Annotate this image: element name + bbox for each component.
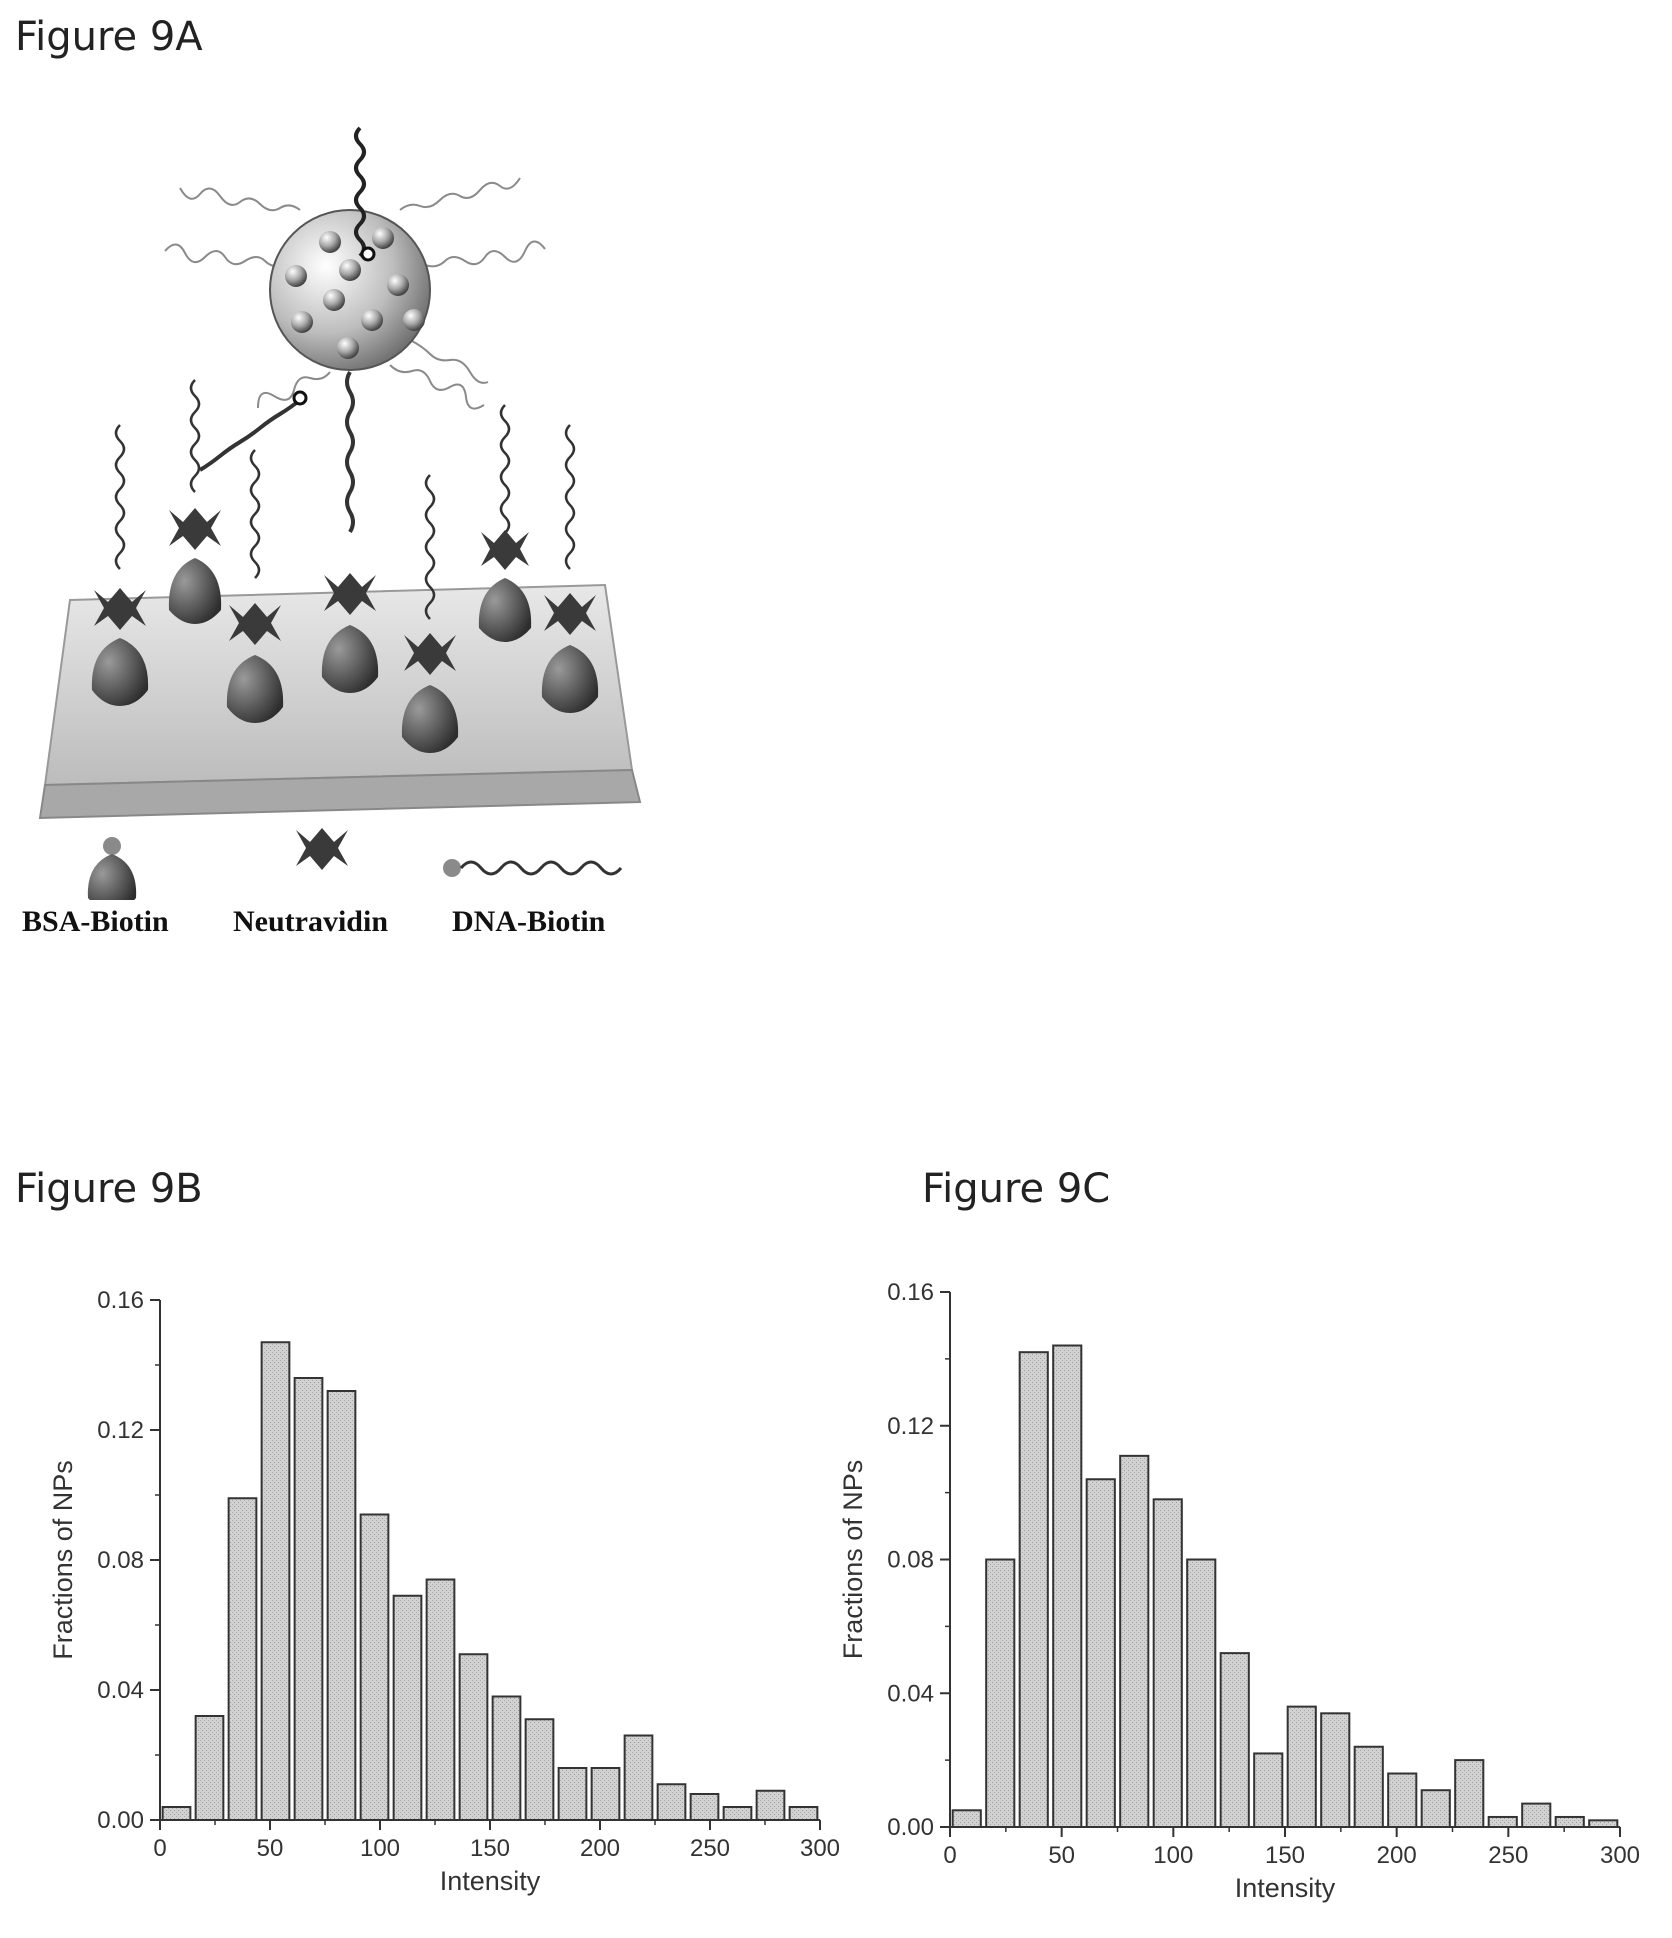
figure-9c-title: Figure 9C <box>922 1166 1111 1212</box>
bar-18 <box>1554 1815 1585 1828</box>
bar-17 <box>722 1806 753 1821</box>
bar-6 <box>359 1513 390 1821</box>
x-tick-label-2: 100 <box>360 1835 400 1862</box>
x-tick-label-6: 300 <box>1600 1842 1640 1869</box>
bar-10 <box>491 1695 522 1821</box>
bar-3 <box>260 1341 291 1821</box>
bar-19 <box>1588 1819 1619 1828</box>
y-tick-label-0: 0.00 <box>887 1814 934 1841</box>
surface-dna-strands <box>114 379 576 620</box>
bar-8 <box>1219 1652 1250 1828</box>
y-tick-label-3: 0.12 <box>97 1417 144 1444</box>
bars <box>951 1344 1619 1828</box>
y-tick-label-4: 0.16 <box>887 1279 934 1306</box>
bar-7 <box>1186 1558 1217 1828</box>
x-tick-label-1: 50 <box>257 1835 284 1862</box>
bar-11 <box>1320 1712 1351 1828</box>
legend-dna-icon <box>443 859 623 877</box>
bar-16 <box>689 1793 720 1821</box>
y-tick-label-3: 0.12 <box>887 1413 934 1440</box>
bar-2 <box>1018 1351 1049 1828</box>
bar-6 <box>1152 1498 1183 1828</box>
figure-9a-title: Figure 9A <box>15 14 203 60</box>
bar-15 <box>1454 1759 1485 1828</box>
bar-8 <box>425 1578 456 1821</box>
histogram-figure-9b: 0.00 0.04 0.08 0.12 0.16 0 50 100 150 200 250 300 I… <box>48 1287 840 1896</box>
bar-12 <box>557 1767 588 1821</box>
x-tick-label-0: 0 <box>153 1835 166 1862</box>
dna-strands-particle <box>164 177 546 410</box>
x-tick-label-4: 200 <box>580 1835 620 1862</box>
bars <box>161 1341 819 1821</box>
x-tick-label-5: 250 <box>690 1835 730 1862</box>
bar-9 <box>458 1653 489 1821</box>
x-tick-label-0: 0 <box>943 1842 956 1869</box>
bar-13 <box>1387 1772 1418 1828</box>
bar-19 <box>788 1806 819 1821</box>
y-tick-label-2: 0.08 <box>887 1547 934 1574</box>
y-tick-label-0: 0.00 <box>97 1807 144 1834</box>
axes: 0.00 0.04 0.08 0.12 0.16 0 50 100 150 200 250 300 <box>97 1287 840 1862</box>
y-tick-label-4: 0.16 <box>97 1287 144 1314</box>
y-tick-label-2: 0.08 <box>97 1547 144 1574</box>
x-tick-label-1: 50 <box>1048 1842 1075 1869</box>
y-axis-label: Fractions of NPs <box>48 1460 78 1660</box>
legend-bsa-biotin-label: BSA-Biotin <box>22 905 169 938</box>
x-axis-label: Intensity <box>1235 1873 1336 1903</box>
x-tick-label-4: 200 <box>1377 1842 1417 1869</box>
bar-14 <box>1420 1789 1451 1828</box>
bar-4 <box>1085 1478 1116 1828</box>
x-tick-label-6: 300 <box>800 1835 840 1862</box>
bar-7 <box>392 1594 423 1821</box>
legend-bsa-icon <box>87 837 137 900</box>
legend-dna-biotin-label: DNA-Biotin <box>452 905 606 938</box>
bar-2 <box>227 1497 258 1821</box>
bar-16 <box>1487 1815 1518 1828</box>
bar-1 <box>194 1715 225 1821</box>
hybridized-dna <box>198 370 355 534</box>
nanoparticle <box>269 209 431 371</box>
bar-1 <box>985 1558 1016 1828</box>
bar-18 <box>755 1789 786 1821</box>
bar-10 <box>1286 1705 1317 1828</box>
bar-9 <box>1253 1752 1284 1828</box>
nanoparticle-binding-diagram <box>38 126 642 900</box>
bar-12 <box>1353 1745 1384 1828</box>
y-tick-label-1: 0.04 <box>97 1677 144 1704</box>
x-tick-label-5: 250 <box>1488 1842 1528 1869</box>
y-tick-label-1: 0.04 <box>887 1680 934 1707</box>
bar-13 <box>590 1767 621 1821</box>
bar-3 <box>1052 1344 1083 1828</box>
figure-9b-title: Figure 9B <box>15 1166 203 1212</box>
bar-11 <box>524 1718 555 1821</box>
x-tick-label-2: 100 <box>1153 1842 1193 1869</box>
histogram-figure-9c: 0.00 0.04 0.08 0.12 0.16 0 50 100 150 200 250 300 I… <box>838 1279 1640 1903</box>
x-axis-label: Intensity <box>440 1866 541 1896</box>
bar-5 <box>1119 1454 1150 1828</box>
x-tick-label-3: 150 <box>1265 1842 1305 1869</box>
bar-15 <box>656 1783 687 1821</box>
legend-neutravidin-label: Neutravidin <box>233 905 389 938</box>
bar-4 <box>293 1377 324 1821</box>
axes: 0.00 0.04 0.08 0.12 0.16 0 50 100 150 200 250 300 <box>887 1279 1640 1869</box>
x-tick-label-3: 150 <box>470 1835 510 1862</box>
top-dna-strand <box>354 126 376 262</box>
legend-neutravidin-icon <box>296 828 348 870</box>
y-axis-label: Fractions of NPs <box>838 1460 868 1660</box>
bar-17 <box>1521 1802 1552 1828</box>
bar-0 <box>161 1806 192 1821</box>
bar-5 <box>326 1390 357 1821</box>
bar-14 <box>623 1734 654 1821</box>
surface-complexes <box>91 508 599 753</box>
bar-0 <box>951 1809 982 1828</box>
